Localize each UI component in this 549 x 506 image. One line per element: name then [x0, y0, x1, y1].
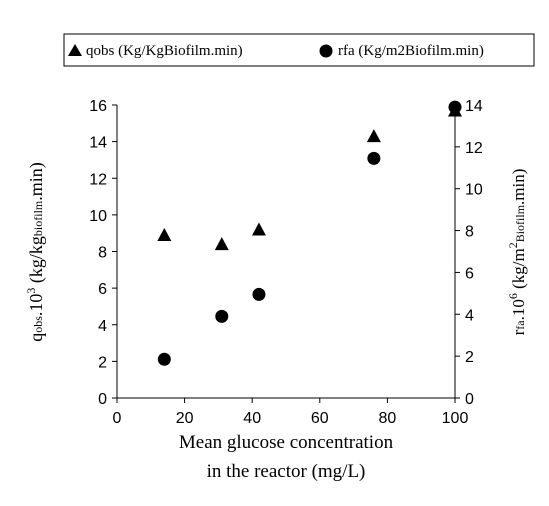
y-right-tick-label: 4 — [465, 307, 474, 324]
y-axis-left-label: qobs.103 (kg/kgbiofilm.min) — [24, 162, 47, 342]
rfa-circle-point — [252, 287, 266, 301]
x-tick-label: 60 — [311, 410, 329, 427]
x-axis-label-line2: in the reactor (mg/L) — [207, 461, 366, 482]
legend-entry-rfa: rfa (Kg/m2Biofilm.min) — [338, 43, 484, 59]
y-left-label-q: q — [26, 333, 46, 342]
y-right-tick-label: 6 — [465, 265, 474, 282]
y-left-tick-label: 16 — [89, 98, 107, 115]
rfa-circle-point — [448, 100, 462, 114]
y-left-label-exp: 3 — [24, 288, 38, 294]
y-right-tick-label: 0 — [465, 391, 474, 408]
y-left-label-mult: .10 — [26, 294, 46, 317]
data-points — [157, 100, 462, 366]
y-left-tick-label: 0 — [98, 391, 107, 408]
y-left-tick-label: 10 — [89, 208, 107, 225]
y-right-label-exp: 6 — [506, 293, 520, 299]
y-right-ticks: 0 2 4 6 8 10 12 14 — [455, 98, 483, 408]
y-left-label-sub: obs — [31, 316, 45, 333]
x-tick-label: 80 — [379, 410, 397, 427]
legend-box — [63, 33, 535, 67]
qobs-triangle-point — [157, 228, 172, 242]
y-right-label-mult: .10 — [509, 299, 528, 320]
qobs-triangle-point — [214, 237, 229, 251]
y-right-label-sub: fa — [513, 320, 527, 330]
legend-entry-qobs: qobs (Kg/KgBiofilm.min) — [86, 43, 243, 59]
y-left-tick-label: 2 — [98, 354, 107, 371]
y-right-label-units-sub: Biofilm — [513, 204, 527, 242]
qobs-triangle-point — [251, 222, 266, 236]
y-left-tick-label: 12 — [89, 171, 107, 188]
y-right-tick-label: 8 — [465, 224, 474, 241]
y-right-label-exp2: 2 — [506, 242, 520, 248]
y-left-tick-label: 4 — [98, 318, 107, 335]
x-axis-label-line1: Mean glucose concentration — [179, 432, 394, 453]
legend-triangle-marker — [68, 44, 82, 56]
legend-circle-marker — [319, 44, 333, 58]
y-left-label-units: (kg/kg — [26, 236, 47, 288]
y-right-tick-label: 12 — [465, 140, 483, 157]
x-ticks: 0 20 40 60 80 100 — [113, 398, 469, 427]
y-axis-right-label: rfa.106 (kg/m2Biofilm.min) — [506, 169, 528, 336]
y-left-ticks: 0 2 4 6 8 10 12 14 16 — [89, 98, 117, 408]
chart-frame: qobs (Kg/KgBiofilm.min) rfa (Kg/m2Biofil… — [12, 14, 536, 496]
x-tick-label: 40 — [243, 410, 261, 427]
y-right-label-units-end: .min) — [509, 169, 528, 205]
y-right-tick-label: 2 — [465, 349, 474, 366]
rfa-circle-point — [215, 309, 229, 323]
qobs-triangle-point — [366, 129, 381, 143]
y-left-label-units-sub: biofilm — [31, 200, 45, 236]
scatter-chart: qobs (Kg/KgBiofilm.min) rfa (Kg/m2Biofil… — [24, 33, 535, 482]
y-right-tick-label: 10 — [465, 182, 483, 199]
rfa-circle-point — [367, 151, 381, 165]
y-right-tick-label: 14 — [465, 98, 483, 115]
y-right-label-units: (kg/m — [509, 248, 528, 293]
x-tick-label: 0 — [113, 410, 122, 427]
y-left-tick-label: 8 — [98, 245, 107, 262]
y-left-label-units-end: .min) — [26, 162, 47, 201]
y-left-tick-label: 6 — [98, 281, 107, 298]
y-left-tick-label: 14 — [89, 135, 107, 152]
x-tick-label: 20 — [176, 410, 194, 427]
y-right-label-r: r — [509, 329, 528, 335]
x-tick-label: 100 — [442, 410, 469, 427]
rfa-circle-point — [157, 352, 171, 366]
legend: qobs (Kg/KgBiofilm.min) rfa (Kg/m2Biofil… — [63, 33, 535, 67]
